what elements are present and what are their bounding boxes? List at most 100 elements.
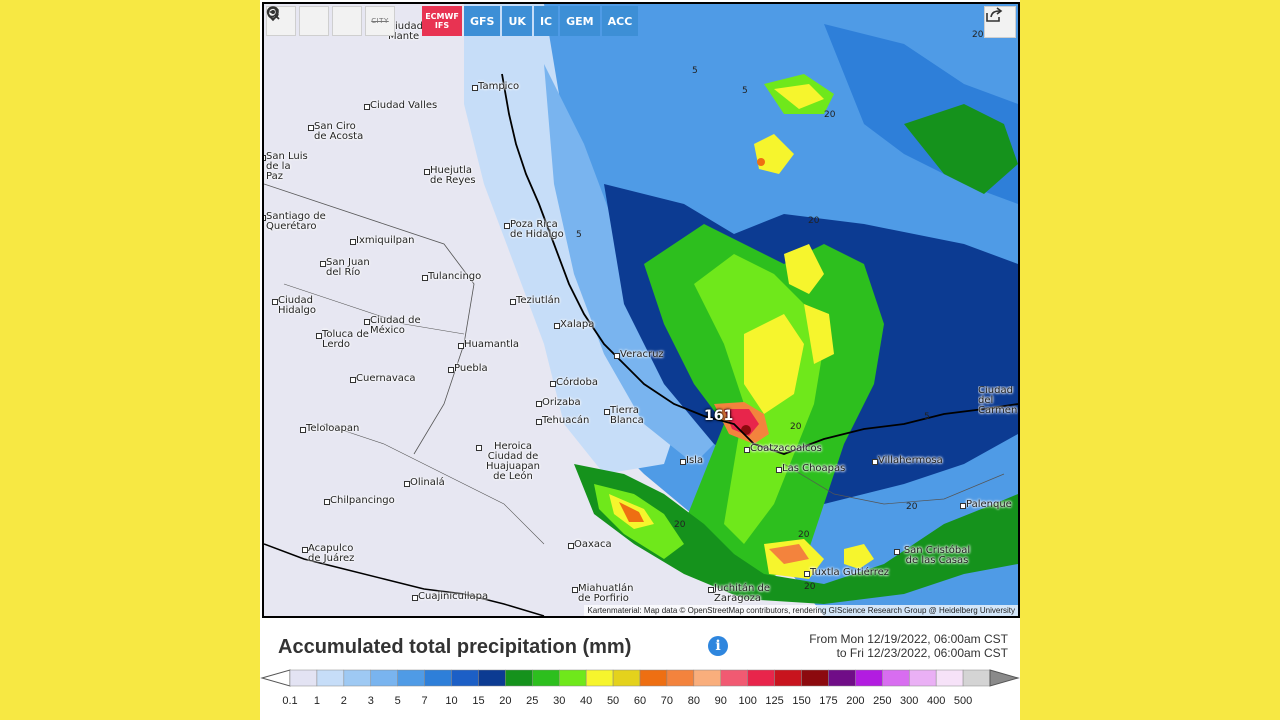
- legend-swatch: [316, 669, 345, 687]
- legend-swatch: [828, 669, 856, 687]
- contour-label: 5: [692, 66, 698, 76]
- legend-tick-label: 40: [580, 695, 593, 707]
- legend-bar: [260, 669, 1020, 687]
- city-label: Ciudad del Carmen: [978, 386, 1018, 416]
- tab-uk[interactable]: UK: [502, 6, 532, 36]
- city-label: San Ciro de Acosta: [308, 121, 364, 142]
- tab-ic[interactable]: IC: [533, 6, 559, 36]
- model-tabs: ECMWF IFS GFS UK IC GEM ACC: [422, 6, 639, 36]
- legend-tick-label: 3: [367, 695, 374, 707]
- city-label: San Luis de la Paz: [264, 151, 308, 182]
- city-label: Juchitán de Zaragoza: [708, 583, 770, 604]
- city-label: Tampico: [471, 81, 520, 92]
- legend-tick-label: 10: [445, 695, 458, 707]
- city-label: Olinalá: [404, 477, 445, 488]
- legend-tick-label: 2: [340, 695, 347, 707]
- city-label: Córdoba: [550, 377, 598, 388]
- tab-ecmwf-ifs[interactable]: ECMWF IFS: [422, 6, 462, 36]
- contour-label: 20: [674, 520, 686, 530]
- city-label: Isla: [679, 455, 704, 466]
- city-label: Xalapa: [553, 319, 595, 330]
- city-label: Cuernavaca: [350, 373, 416, 384]
- precipitation-map[interactable]: CITY ECMWF IFS GFS UK IC GEM ACC Tampico …: [262, 2, 1020, 618]
- city-label: Oaxaca: [568, 539, 612, 550]
- contour-label: 20: [972, 30, 984, 40]
- legend-swatch: [882, 669, 910, 687]
- legend-tick-label: 300: [900, 695, 919, 707]
- legend-tick-label: 175: [819, 695, 838, 707]
- city-label: Ciudad de México: [364, 316, 428, 336]
- legend-swatch: [397, 669, 425, 687]
- map-header: Accumulated total precipitation (mm) i F…: [278, 632, 1008, 666]
- info-icon[interactable]: i: [708, 636, 728, 656]
- city-label: Tierra Blanca: [604, 406, 646, 426]
- legend-arrow-low: [260, 669, 291, 687]
- legend-swatch: [289, 669, 318, 687]
- legend-swatch: [424, 669, 452, 687]
- city-label: Puebla: [448, 363, 488, 374]
- legend-tick-label: 80: [687, 695, 700, 707]
- city-label: Toluca de Lerdo: [316, 330, 374, 350]
- legend-tick-label: 60: [633, 695, 647, 707]
- legend-swatch: [935, 669, 964, 687]
- legend-swatch: [855, 669, 883, 687]
- legend-arrow-high: [989, 669, 1020, 687]
- contour-label: 20: [790, 422, 802, 432]
- city-label: Ciudad Valles: [363, 100, 438, 111]
- legend-tick-label: 125: [765, 695, 784, 707]
- city-label: Ciudad Hidalgo: [272, 296, 324, 316]
- legend-tick-label: 5: [394, 695, 401, 707]
- city-label: Huamantla: [457, 339, 520, 350]
- city-label: Las Choapas: [775, 463, 846, 474]
- legend-swatch: [451, 669, 479, 687]
- tab-acc[interactable]: ACC: [601, 6, 639, 36]
- legend-tick-label: 50: [606, 695, 620, 707]
- legend-tick-label: 1: [313, 695, 320, 707]
- city-label: Teziutlán: [509, 295, 561, 306]
- tab-gem[interactable]: GEM: [560, 6, 600, 36]
- city-label: Tuxtla Gutiérrez: [803, 567, 890, 578]
- forecast-panel: CITY ECMWF IFS GFS UK IC GEM ACC Tampico …: [260, 0, 1020, 720]
- city-label: Veracruz: [614, 349, 664, 360]
- city-label: Tulancingo: [421, 271, 482, 282]
- legend-tick-label: 20: [499, 695, 512, 707]
- city-label: San Juan del Río: [320, 258, 372, 278]
- city-label: Cuajinicuilapa: [411, 591, 489, 602]
- legend-tick-label: 400: [926, 695, 946, 707]
- city-toggle-button[interactable]: CITY: [365, 6, 395, 36]
- contour-label: 20: [804, 582, 816, 592]
- legend-tick-label: 250: [873, 695, 892, 707]
- precipitation-field: [264, 4, 1018, 616]
- color-legend: 0.1 1 2 3 5 7 10 15 20 25 30 40 50 60 70 80 90 100 125 150 1…: [260, 666, 1020, 720]
- tab-gfs[interactable]: GFS: [464, 6, 501, 36]
- legend-swatch: [612, 669, 641, 687]
- map-toolbar: CITY: [266, 6, 395, 36]
- legend-swatch: [747, 669, 775, 687]
- legend-swatch: [908, 669, 937, 687]
- max-value-label: 161: [704, 408, 734, 424]
- city-label: Heroica Ciudad de Huajuapan de León: [476, 442, 544, 482]
- contour-label: 20: [798, 530, 810, 540]
- share-icon[interactable]: [984, 6, 1016, 38]
- legend-swatch: [666, 669, 695, 687]
- city-label: Acapulco de Juárez: [302, 544, 360, 564]
- legend-tick-label: 70: [660, 695, 674, 707]
- legend-tick-label: 25: [526, 695, 539, 707]
- legend-tick-label: 90: [714, 695, 727, 707]
- city-label: Villahermosa: [872, 455, 943, 466]
- legend-tick-label: 500: [953, 695, 973, 707]
- legend-swatch: [585, 669, 614, 687]
- contour-label: 20: [808, 216, 820, 226]
- city-label: Coatzacoalcos: [744, 443, 822, 454]
- legend-swatch: [693, 669, 722, 687]
- city-label: Ixmiquilpan: [349, 235, 415, 246]
- date-from: From Mon 12/19/2022, 06:00am CST: [809, 632, 1008, 646]
- legend-swatch: [774, 669, 802, 687]
- legend-tick-label: 200: [846, 695, 865, 707]
- zoom-out-icon[interactable]: [266, 6, 362, 36]
- legend-tick-label: 0.1: [282, 695, 298, 707]
- city-label: Huejutla de Reyes: [424, 166, 486, 186]
- legend-swatch: [532, 669, 560, 687]
- location-pin-icon[interactable]: [267, 6, 329, 36]
- legend-swatch: [343, 669, 372, 687]
